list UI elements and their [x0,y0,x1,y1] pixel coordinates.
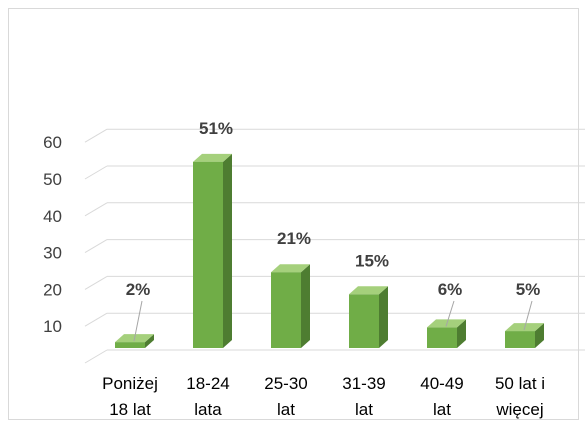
gridline-depth [84,349,108,364]
bar-front [349,294,379,348]
data-label: 2% [126,280,151,299]
data-labels: 2% 51% 21% 15% 6% 5% [126,119,541,342]
bar-side [301,264,310,348]
bar [427,319,466,348]
data-label: 15% [355,251,389,270]
category-label: 18 lat [109,400,151,419]
bar [349,286,388,348]
y-tick-label: 60 [43,133,62,152]
category-label: lat [277,400,295,419]
bar-front [505,331,535,348]
category-label: 50 lat i [495,374,545,393]
bar-top [349,286,388,295]
data-label: 6% [438,280,463,299]
y-tick-label: 20 [43,280,62,299]
y-axis-ticks: 10 20 30 40 50 60 [43,133,62,336]
bar [271,264,310,348]
data-label: 21% [277,229,311,248]
category-label: lata [194,400,222,419]
bar-side [223,153,232,348]
gridline-depth [84,165,108,180]
bar-front [427,327,457,348]
category-label: 40-49 [420,374,463,393]
y-tick-label: 50 [43,170,62,189]
category-label: lat [433,400,451,419]
y-tick-label: 30 [43,244,62,263]
leader-line [445,300,455,327]
y-tick-label: 40 [43,207,62,226]
data-label: 5% [516,280,541,299]
bar-side [145,334,154,348]
bar-top [193,153,232,162]
category-label: Poniżej [102,374,158,393]
y-tick-label: 10 [43,317,62,336]
category-label: 18-24 [186,374,229,393]
bars [115,153,544,348]
bar-side [379,286,388,348]
bar-front [115,342,145,348]
category-label: 25-30 [264,374,307,393]
x-axis-categories: Poniżej 18 lat 18-24 lata 25-30 lat 31-39 lat 40… [102,374,545,419]
data-label: 51% [199,119,233,138]
category-label: 31-39 [342,374,385,393]
bar-front [271,272,301,348]
bar-top [271,264,310,273]
leader-line [523,300,533,331]
category-label: lat [355,400,373,419]
gridline-depth [84,239,108,254]
gridline-depth [84,202,108,217]
bar [193,153,232,348]
gridline-depth [84,312,108,327]
gridline-depth [84,275,108,290]
gridlines [84,128,585,364]
bar-front [193,161,223,348]
category-label: więcej [495,400,543,419]
bar-side [535,323,544,348]
leader-line [133,300,143,342]
gridline-depth [84,128,108,143]
chart-frame [8,8,579,420]
bar-side [457,319,466,348]
